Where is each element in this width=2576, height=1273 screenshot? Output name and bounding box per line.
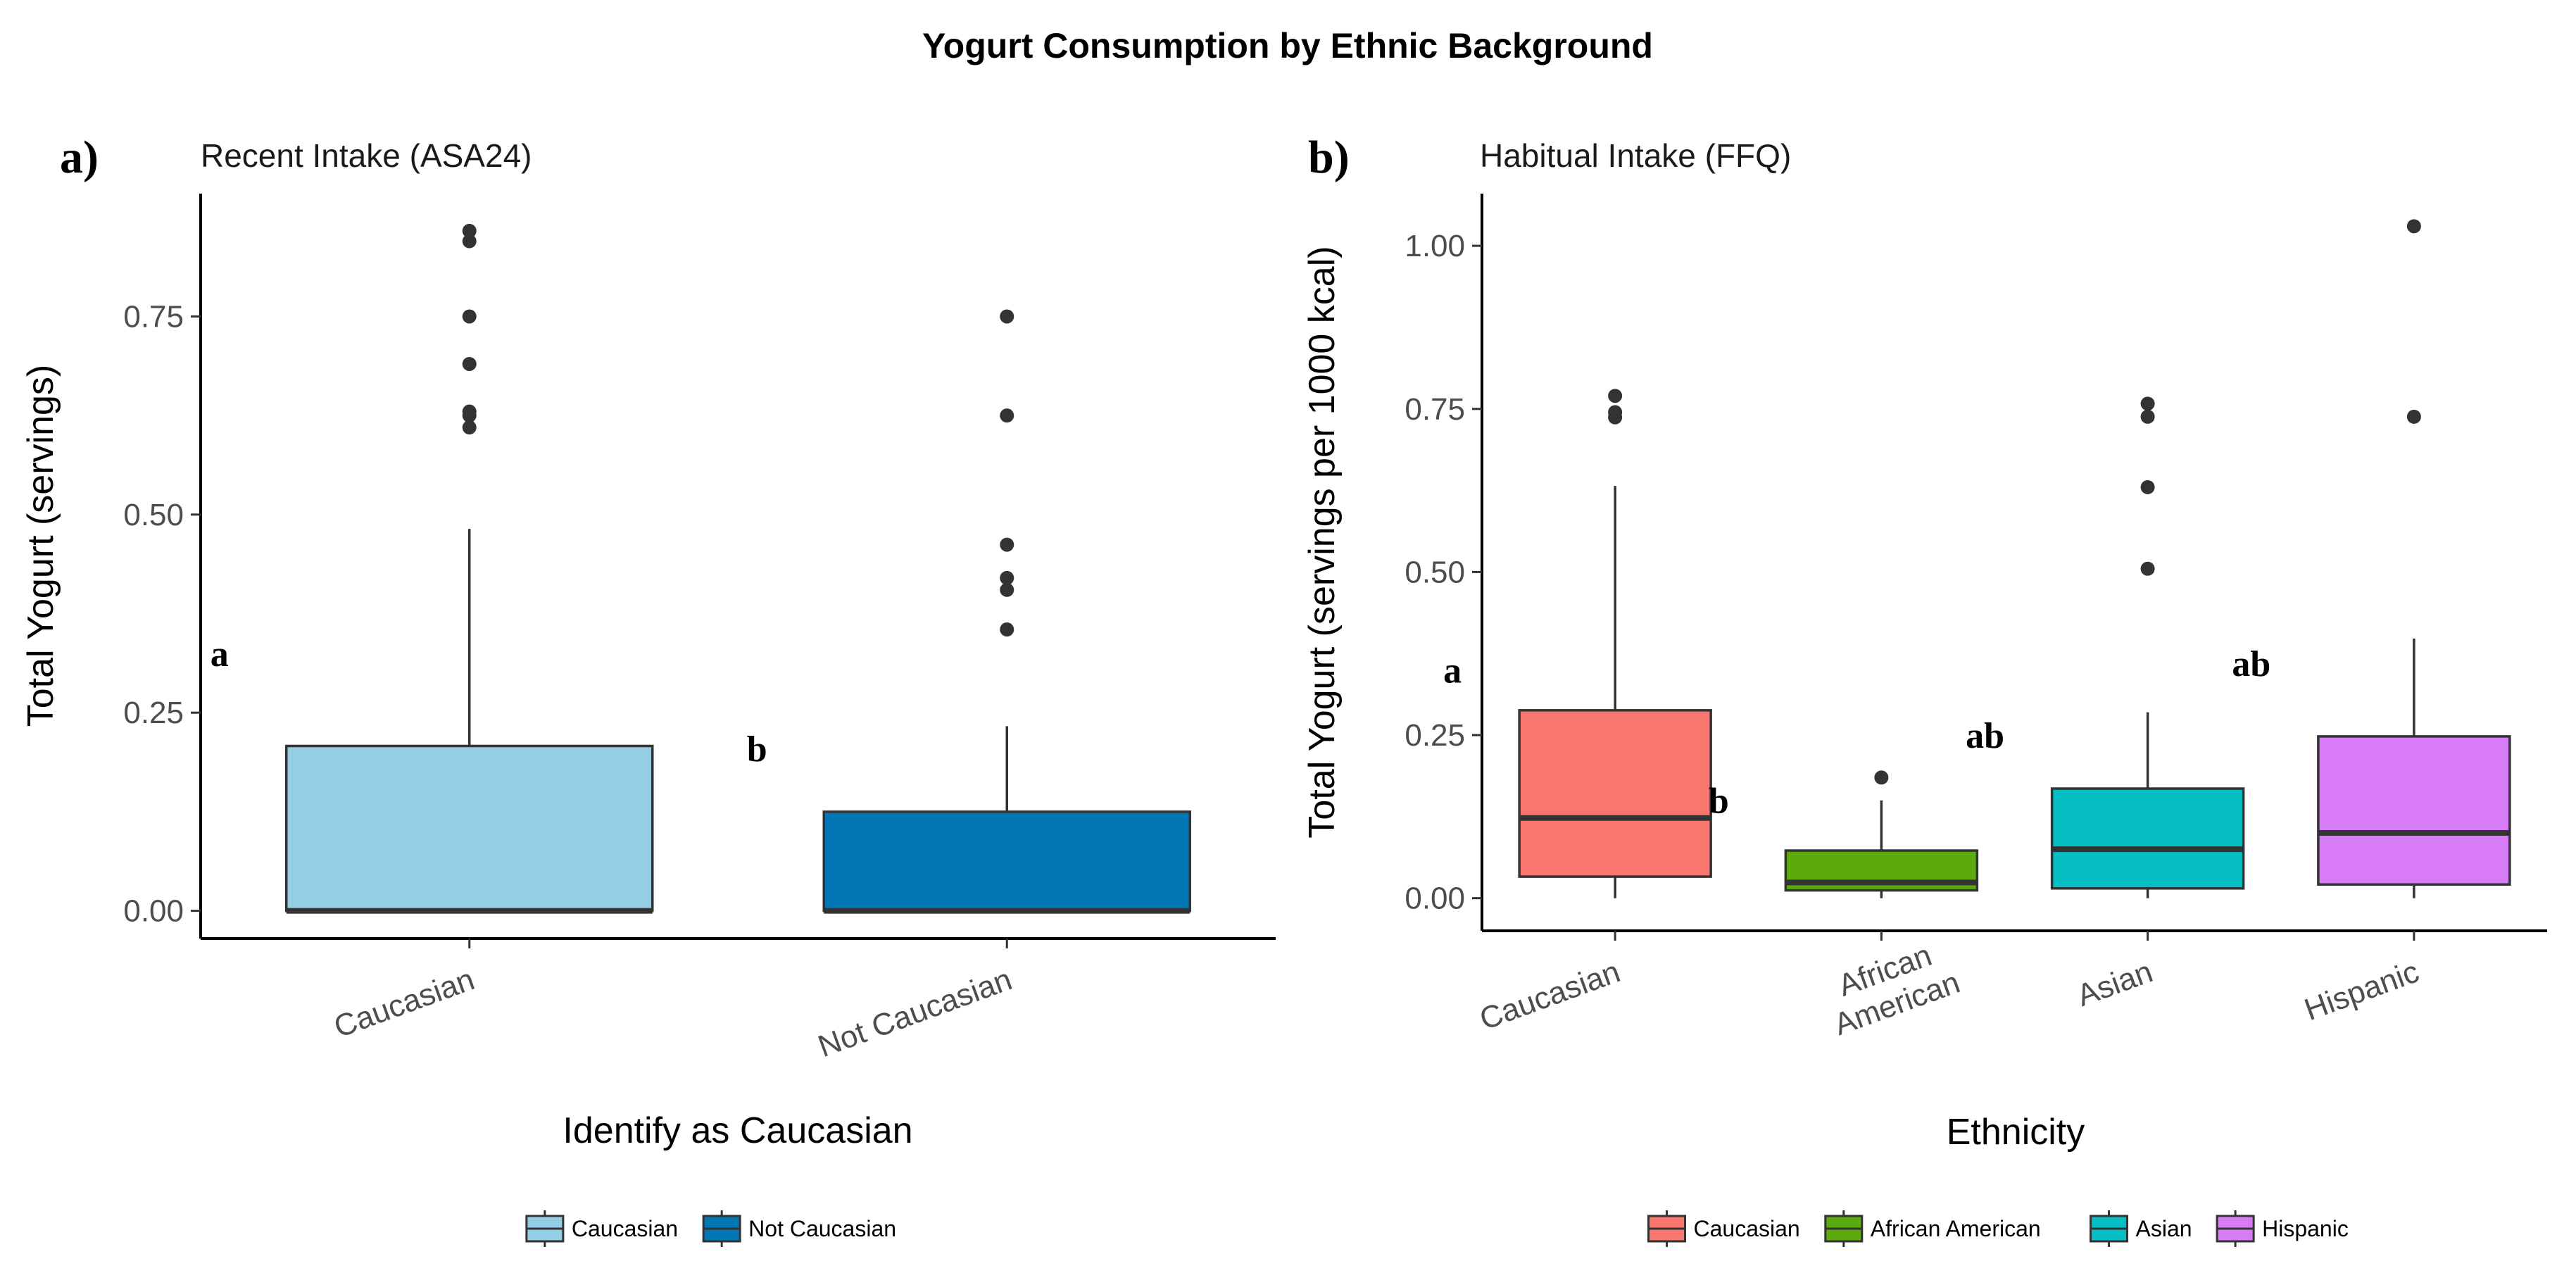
panel-a-plot: 0.00 0.25 0.50 0.75 a Caucasian b Not Caucasian: [123, 194, 1276, 1064]
legend-label: Caucasian: [1694, 1216, 1800, 1241]
legend-label: Not Caucasian: [748, 1216, 896, 1241]
x-tick-label: AfricanAmerican: [1818, 932, 1964, 1043]
outlier-point: [1000, 537, 1014, 552]
box: [2317, 735, 2511, 886]
outlier-point: [462, 234, 477, 249]
y-tick-label: 0.00: [123, 894, 184, 929]
significance-letter: b: [747, 729, 767, 770]
y-tick-label: 0.25: [1405, 718, 1465, 753]
panel-a-ylabel: Total Yogurt (servings): [20, 365, 61, 727]
box: [1518, 709, 1712, 878]
panel-a-title: Recent Intake (ASA24): [201, 137, 532, 174]
outlier-point: [462, 420, 477, 435]
outlier-point: [2406, 409, 2421, 424]
significance-letter: a: [211, 634, 229, 675]
panel-b-title: Habitual Intake (FFQ): [1480, 137, 1791, 174]
outlier-point: [2140, 396, 2155, 411]
box: [2050, 787, 2245, 890]
significance-letter: ab: [1966, 716, 2004, 756]
x-tick-label: Not Caucasian: [814, 962, 1017, 1064]
box: [285, 744, 654, 913]
x-tick-label: Caucasian: [329, 962, 479, 1044]
panel-b-xlabel: Ethnicity: [1947, 1112, 2085, 1153]
y-tick-label: 0.25: [123, 696, 184, 730]
figure-title: Yogurt Consumption by Ethnic Background: [922, 26, 1653, 65]
outlier-point: [1608, 405, 1623, 420]
legend-label: African American: [1871, 1216, 2041, 1241]
significance-letter: ab: [2232, 644, 2270, 684]
legend-label: Hispanic: [2262, 1216, 2349, 1241]
panel-a: a) Recent Intake (ASA24) Identify as Cau…: [20, 132, 1276, 1247]
x-tick-label: Caucasian: [1475, 954, 1624, 1036]
x-tick-label-line: Not Caucasian: [814, 962, 1017, 1064]
outlier-point: [1000, 582, 1014, 597]
x-tick-label-line: Caucasian: [329, 962, 479, 1044]
y-tick-label: 0.50: [1405, 555, 1465, 589]
legend-label: Asian: [2136, 1216, 2192, 1241]
outlier-point: [2140, 561, 2155, 576]
panel-b: b) Habitual Intake (FFQ) Ethnicity Total…: [1302, 132, 2547, 1247]
panel-a-xlabel: Identify as Caucasian: [563, 1110, 912, 1151]
outlier-point: [462, 356, 477, 371]
x-tick-label-line: Hispanic: [2300, 954, 2423, 1027]
significance-letter: b: [1709, 782, 1729, 822]
panel-b-ylabel: Total Yogurt (servings per 1000 kcal): [1302, 246, 1343, 838]
panel-a-legend: Caucasian Not Caucasian: [525, 1210, 896, 1247]
significance-letter: a: [1443, 651, 1462, 691]
outlier-point: [1874, 770, 1889, 785]
panel-b-label: b): [1308, 132, 1350, 183]
x-tick-label-line: Asian: [2073, 954, 2157, 1013]
box: [822, 810, 1191, 913]
outlier-point: [462, 223, 477, 238]
outlier-point: [2140, 409, 2155, 424]
y-tick-label: 0.00: [1405, 882, 1465, 916]
x-tick-label: Hispanic: [2300, 954, 2423, 1027]
y-tick-label: 0.50: [123, 498, 184, 532]
outlier-point: [1000, 622, 1014, 637]
outlier-point: [1000, 408, 1014, 423]
y-tick-label: 0.75: [1405, 392, 1465, 427]
outlier-point: [1000, 570, 1014, 585]
outlier-point: [2140, 479, 2155, 494]
x-tick-label-line: Caucasian: [1475, 954, 1624, 1036]
legend-label: Caucasian: [572, 1216, 678, 1241]
panel-a-label: a): [60, 132, 99, 183]
y-tick-label: 1.00: [1405, 229, 1465, 263]
outlier-point: [1000, 309, 1014, 324]
y-tick-label: 0.75: [123, 299, 184, 334]
outlier-point: [1608, 389, 1623, 403]
outlier-point: [2406, 219, 2421, 234]
outlier-point: [462, 309, 477, 324]
panel-b-plot: 0.00 0.25 0.50 0.75 1.00 a Caucasian b AfricanAm…: [1405, 194, 2547, 1042]
outlier-point: [462, 404, 477, 419]
panel-b-legend: Caucasian African American Asian Hispanic: [1647, 1210, 2349, 1247]
x-tick-label: Asian: [2073, 954, 2157, 1013]
